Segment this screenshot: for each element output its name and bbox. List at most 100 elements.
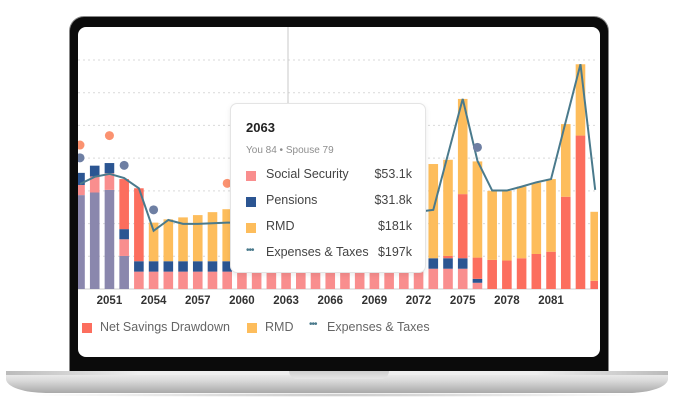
tooltip-row-social-security: Social Security $53.1k <box>246 167 412 183</box>
bar-pensions-2076[interactable] <box>472 278 483 283</box>
bar-rmd-2057[interactable] <box>192 215 203 262</box>
bar-net-savings-drawdown-2080[interactable] <box>531 253 542 289</box>
bar-social-security-2067[interactable] <box>340 271 350 289</box>
bar-net-savings-drawdown-2081[interactable] <box>546 251 556 289</box>
tooltip-year: 2063 <box>246 120 275 135</box>
tooltip-label: Pensions <box>266 193 318 207</box>
bar-social-security-2055[interactable] <box>163 271 174 289</box>
bar-social-security-2051[interactable] <box>104 173 115 190</box>
bar-social-security-2054[interactable] <box>148 271 159 289</box>
bar-net-savings-drawdown-2076[interactable] <box>472 257 483 279</box>
rmd-swatch-icon <box>246 223 256 233</box>
bar-pensions-2055[interactable] <box>163 261 174 272</box>
x-tick-label: 2051 <box>97 295 123 307</box>
bar-social-security-2075[interactable] <box>457 268 468 289</box>
bar-social-security-2072[interactable] <box>413 271 424 289</box>
bar-pensions-2059[interactable] <box>222 261 232 272</box>
bar-social-security-2053[interactable] <box>134 271 144 289</box>
bar-rmd-2079[interactable] <box>516 186 527 259</box>
bar-net-savings-drawdown-2082[interactable] <box>560 196 571 289</box>
bar-social-security-2074[interactable] <box>443 268 453 289</box>
bar-unlabeled-income-2051[interactable] <box>104 189 115 289</box>
bar-social-security-2069[interactable] <box>369 271 380 289</box>
bar-net-savings-drawdown-2052[interactable] <box>119 179 129 230</box>
bar-pensions-2058[interactable] <box>207 261 218 272</box>
bar-social-security-2068[interactable] <box>354 271 365 289</box>
bar-net-savings-drawdown-2084[interactable] <box>590 280 600 289</box>
x-tick-label: 2063 <box>273 295 299 307</box>
x-tick-label: 2054 <box>141 295 167 307</box>
x-tick-label: 2066 <box>317 295 343 307</box>
bar-pensions-2074[interactable] <box>443 258 453 269</box>
bar-pensions-2073[interactable] <box>428 258 439 269</box>
bar-rmd-2056[interactable] <box>178 217 188 262</box>
bar-pensions-2050[interactable] <box>89 165 100 177</box>
bar-pensions-2052[interactable] <box>119 229 129 240</box>
bar-rmd-2081[interactable] <box>546 179 556 252</box>
bar-rmd-2076[interactable] <box>472 161 483 258</box>
bar-rmd-2059[interactable] <box>222 209 232 262</box>
bar-rmd-2074[interactable] <box>443 159 453 256</box>
bar-social-security-2052[interactable] <box>119 239 129 256</box>
bar-social-security-2071[interactable] <box>399 271 409 289</box>
bar-pensions-2075[interactable] <box>457 258 468 269</box>
bar-rmd-2054[interactable] <box>148 222 159 262</box>
bar-social-security-2065[interactable] <box>310 271 321 289</box>
x-tick-label: 2075 <box>450 295 476 307</box>
event-marker-2052[interactable] <box>119 160 129 170</box>
bar-net-savings-drawdown-2083[interactable] <box>575 135 586 289</box>
event-marker-2049[interactable] <box>76 153 85 163</box>
bar-social-security-2060[interactable] <box>237 271 247 289</box>
bar-pensions-2056[interactable] <box>178 261 188 272</box>
bar-social-security-2063[interactable] <box>281 271 291 289</box>
bar-rmd-2055[interactable] <box>163 219 174 262</box>
bar-net-savings-drawdown-2053[interactable] <box>134 188 144 262</box>
event-marker-2059[interactable] <box>222 178 232 188</box>
bar-rmd-2080[interactable] <box>531 182 542 254</box>
tooltip-label: Expenses & Taxes <box>266 245 369 259</box>
bar-social-security-2061[interactable] <box>251 271 262 289</box>
bar-rmd-2075[interactable] <box>457 98 468 195</box>
bar-pensions-2057[interactable] <box>192 261 203 272</box>
bar-social-security-2058[interactable] <box>207 271 218 289</box>
bar-social-security-2059[interactable] <box>222 271 232 289</box>
bar-social-security-2070[interactable] <box>384 271 394 289</box>
bar-social-security-2049[interactable] <box>75 184 85 196</box>
net-savings-swatch-icon <box>82 323 92 333</box>
bar-rmd-2082[interactable] <box>560 124 571 197</box>
event-marker-2076[interactable] <box>472 142 482 152</box>
bar-net-savings-drawdown-2078[interactable] <box>502 260 512 289</box>
bar-net-savings-drawdown-2074[interactable] <box>443 255 453 259</box>
bar-social-security-2062[interactable] <box>266 271 277 289</box>
bar-unlabeled-income-2052[interactable] <box>119 255 129 289</box>
bar-unlabeled-income-2050[interactable] <box>89 192 100 289</box>
bar-social-security-2056[interactable] <box>178 271 188 289</box>
bar-net-savings-drawdown-2075[interactable] <box>457 194 468 259</box>
bar-rmd-2077[interactable] <box>487 190 497 260</box>
bar-net-savings-drawdown-2079[interactable] <box>516 258 527 289</box>
tooltip-row-rmd: RMD $181k <box>246 219 412 235</box>
bar-pensions-2049[interactable] <box>75 172 85 185</box>
bar-pensions-2051[interactable] <box>104 163 115 174</box>
bar-rmd-2058[interactable] <box>207 212 218 262</box>
bar-pensions-2053[interactable] <box>134 261 144 272</box>
bar-net-savings-drawdown-2077[interactable] <box>487 259 497 289</box>
bar-rmd-2078[interactable] <box>502 190 512 261</box>
bar-rmd-2073[interactable] <box>428 164 439 259</box>
bar-social-security-2064[interactable] <box>296 271 306 289</box>
bar-social-security-2050[interactable] <box>89 176 100 193</box>
bar-pensions-2054[interactable] <box>148 261 159 272</box>
bar-rmd-2083[interactable] <box>575 64 586 136</box>
bar-rmd-2084[interactable] <box>590 211 600 281</box>
event-marker-2054[interactable] <box>149 205 159 215</box>
tooltip-label: Social Security <box>266 167 349 181</box>
tooltip-value: $53.1k <box>374 167 412 181</box>
bar-social-security-2057[interactable] <box>192 271 203 289</box>
bar-social-security-2066[interactable] <box>325 271 336 289</box>
event-marker-2049[interactable] <box>76 140 85 150</box>
event-marker-2051[interactable] <box>104 131 114 141</box>
x-tick-label: 2072 <box>406 295 432 307</box>
bar-social-security-2076[interactable] <box>472 282 483 289</box>
bar-social-security-2073[interactable] <box>428 268 439 289</box>
bar-unlabeled-income-2049[interactable] <box>75 195 85 289</box>
